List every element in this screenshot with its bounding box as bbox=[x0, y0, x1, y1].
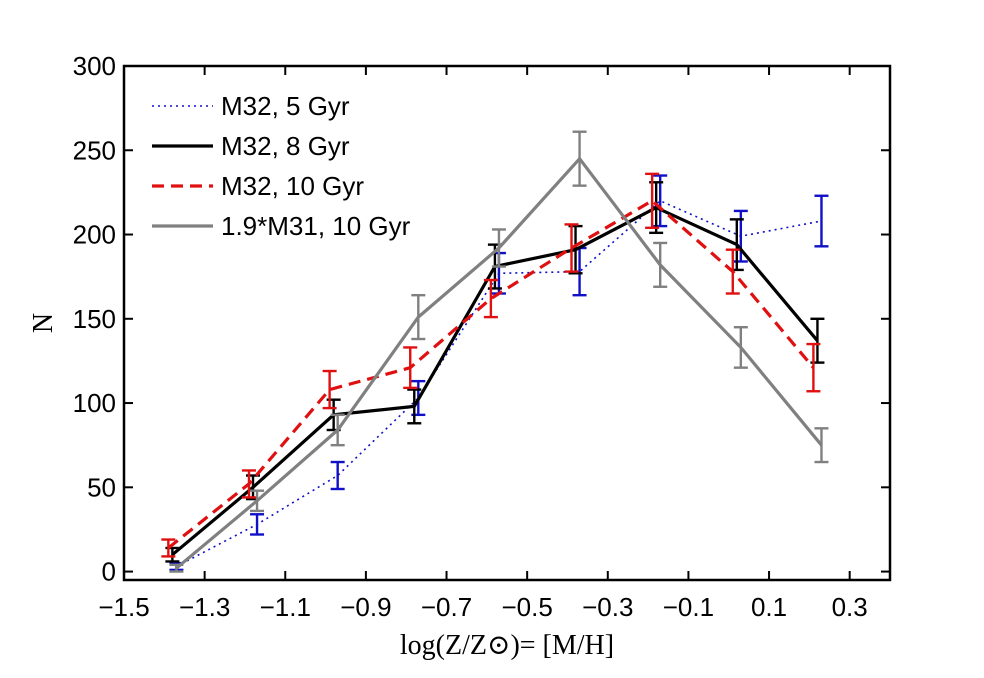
error-bar bbox=[250, 513, 265, 536]
plot-frame bbox=[122, 64, 892, 582]
error-bar bbox=[403, 346, 418, 390]
series-line bbox=[167, 198, 815, 550]
x-tick-label: −0.5 bbox=[501, 592, 552, 622]
error-bar bbox=[733, 326, 748, 369]
x-tick-label: −0.9 bbox=[340, 592, 391, 622]
y-tick-label: 300 bbox=[73, 51, 116, 81]
y-tick-label: 0 bbox=[102, 557, 116, 587]
x-tick-label: 0.3 bbox=[832, 592, 868, 622]
y-axis-title: N bbox=[28, 313, 59, 333]
error-bar bbox=[330, 460, 345, 491]
error-bar bbox=[491, 228, 506, 268]
error-bar bbox=[250, 489, 265, 513]
y-tick-label: 200 bbox=[73, 220, 116, 250]
error-bar bbox=[322, 369, 337, 410]
error-bar bbox=[645, 172, 660, 229]
series-layer bbox=[161, 130, 829, 573]
x-tick-label: −1.3 bbox=[179, 592, 230, 622]
error-bar bbox=[169, 563, 184, 573]
legend-label: M32, 8 Gyr bbox=[221, 131, 350, 161]
x-tick-label: −0.3 bbox=[582, 592, 633, 622]
error-bar bbox=[483, 278, 498, 319]
error-bar bbox=[572, 130, 587, 187]
axis-ticks: −1.5 −1.3 −1.1 −0.9 −0.7 −0.5 −0.3 −0.1 0.1 0.3 0 5… bbox=[73, 51, 890, 622]
y-tick-label: 50 bbox=[87, 472, 116, 502]
x-tick-label: −0.1 bbox=[663, 592, 714, 622]
legend-item: 1.9*M31, 10 Gyr bbox=[152, 211, 411, 241]
legend: M32, 5 Gyr M32, 8 Gyr M32, 10 Gyr 1.9*M31, … bbox=[152, 91, 411, 241]
error-bar bbox=[725, 248, 740, 295]
y-tick-label: 150 bbox=[73, 304, 116, 334]
x-axis-title: log(Z/Z⊙)= [M/H] bbox=[400, 630, 614, 661]
error-bar bbox=[411, 293, 426, 341]
x-tick-label: 0.1 bbox=[751, 592, 787, 622]
legend-item: M32, 5 Gyr bbox=[152, 91, 350, 121]
y-tick-label: 100 bbox=[73, 388, 116, 418]
error-bar bbox=[241, 469, 256, 499]
error-bar bbox=[161, 538, 176, 558]
y-tick-label: 250 bbox=[73, 135, 116, 165]
series-4 bbox=[169, 130, 829, 573]
legend-label: 1.9*M31, 10 Gyr bbox=[221, 211, 411, 241]
legend-item: M32, 8 Gyr bbox=[152, 131, 350, 161]
error-bar bbox=[407, 388, 422, 425]
legend-label: M32, 5 Gyr bbox=[221, 91, 350, 121]
x-tick-label: −1.1 bbox=[260, 592, 311, 622]
series-3 bbox=[161, 172, 821, 558]
error-bar bbox=[330, 413, 345, 447]
error-bar bbox=[814, 427, 829, 464]
legend-item: M32, 10 Gyr bbox=[152, 171, 364, 201]
error-bar bbox=[814, 194, 829, 248]
legend-label: M32, 10 Gyr bbox=[221, 171, 364, 201]
x-tick-label: −1.5 bbox=[98, 592, 149, 622]
error-bar bbox=[806, 342, 821, 393]
error-bar bbox=[564, 223, 579, 273]
x-tick-label: −0.7 bbox=[421, 592, 472, 622]
error-bar bbox=[653, 241, 668, 288]
